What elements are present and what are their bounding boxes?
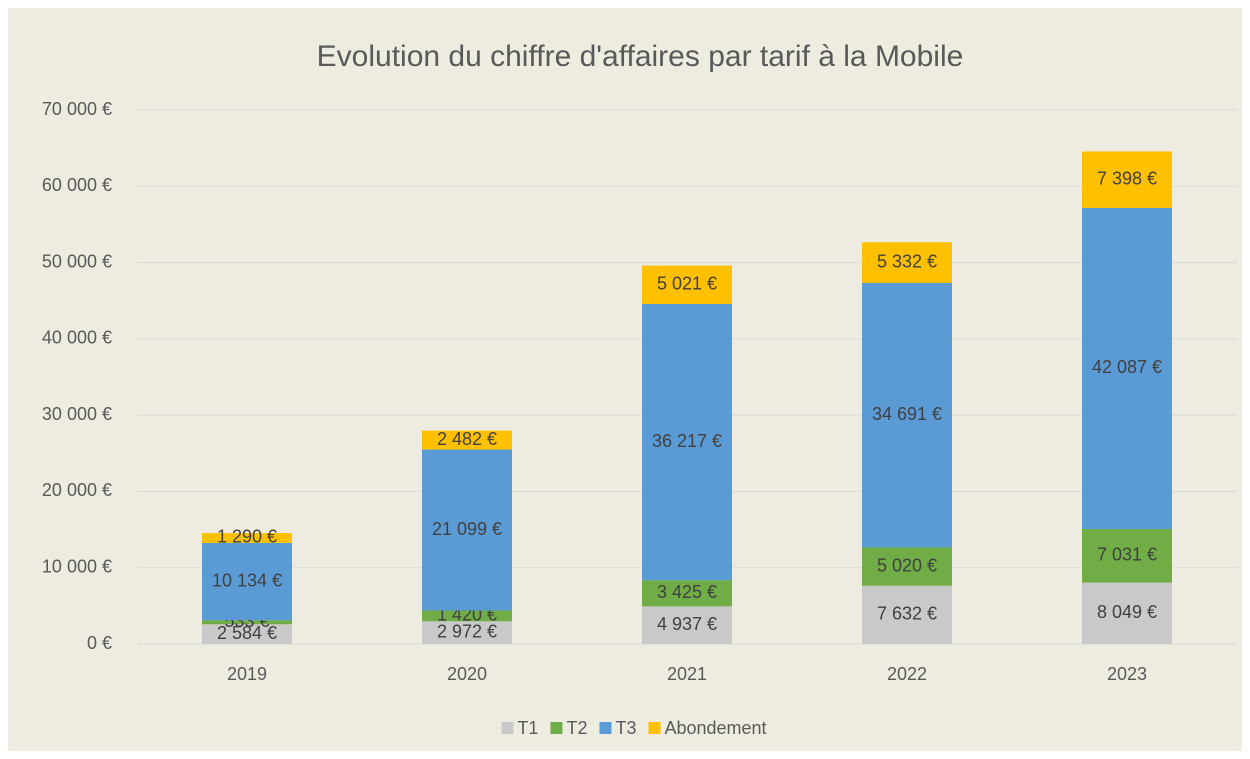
data-label: 34 691 € bbox=[872, 404, 942, 424]
bar-segment bbox=[642, 303, 732, 581]
data-label: 5 332 € bbox=[877, 251, 937, 271]
y-tick-label: 30 000 € bbox=[42, 404, 112, 424]
data-label: 7 398 € bbox=[1097, 168, 1157, 188]
bar-segment bbox=[862, 242, 952, 283]
x-tick-label: 2019 bbox=[227, 664, 267, 684]
x-tick-label: 2023 bbox=[1107, 664, 1147, 684]
bar-segment bbox=[1082, 582, 1172, 644]
bar-segment bbox=[1082, 207, 1172, 529]
bar-segment bbox=[422, 449, 512, 611]
bar-segment bbox=[862, 282, 952, 548]
x-tick-label: 2021 bbox=[667, 664, 707, 684]
y-tick-label: 70 000 € bbox=[42, 99, 112, 119]
data-label: 10 134 € bbox=[212, 570, 282, 590]
data-label: 21 099 € bbox=[432, 519, 502, 539]
chart-background bbox=[8, 8, 1242, 751]
data-label: 2 482 € bbox=[437, 429, 497, 449]
bar-segment bbox=[1082, 528, 1172, 583]
y-tick-label: 50 000 € bbox=[42, 251, 112, 271]
legend-label: Abondement bbox=[664, 718, 766, 738]
bar-segment bbox=[862, 547, 952, 586]
y-tick-label: 40 000 € bbox=[42, 328, 112, 348]
y-tick-label: 0 € bbox=[87, 633, 112, 653]
y-tick-label: 10 000 € bbox=[42, 556, 112, 576]
bar-segment bbox=[1082, 151, 1172, 208]
legend-swatch bbox=[501, 722, 514, 734]
bar-segment bbox=[862, 585, 952, 644]
bar-segment bbox=[202, 542, 292, 621]
data-label: 5 021 € bbox=[657, 274, 717, 294]
bar-segment bbox=[642, 606, 732, 644]
legend-swatch bbox=[599, 722, 612, 734]
bar-segment bbox=[202, 624, 292, 644]
data-label: 42 087 € bbox=[1092, 357, 1162, 377]
y-tick-label: 20 000 € bbox=[42, 480, 112, 500]
chart-title: Evolution du chiffre d'affaires par tari… bbox=[317, 40, 964, 73]
data-label: 7 632 € bbox=[877, 604, 937, 624]
data-label: 36 217 € bbox=[652, 431, 722, 451]
legend-swatch bbox=[550, 722, 563, 734]
x-tick-label: 2022 bbox=[887, 664, 927, 684]
bar-segment bbox=[202, 620, 292, 625]
bar-segment bbox=[642, 265, 732, 304]
data-label: 1 290 € bbox=[217, 527, 277, 547]
data-label: 2 972 € bbox=[437, 621, 497, 641]
bar-segment bbox=[642, 580, 732, 607]
data-label: 3 425 € bbox=[657, 582, 717, 602]
bar-segment bbox=[202, 533, 292, 543]
bar-segment bbox=[422, 430, 512, 450]
legend-label: T2 bbox=[566, 718, 587, 738]
legend-label: T3 bbox=[615, 718, 636, 738]
bar-segment bbox=[422, 621, 512, 644]
data-label: 8 049 € bbox=[1097, 602, 1157, 622]
legend-swatch bbox=[648, 722, 661, 734]
data-label: 5 020 € bbox=[877, 555, 937, 575]
bar-segment bbox=[422, 610, 512, 622]
data-label: 4 937 € bbox=[657, 614, 717, 634]
data-label: 2 584 € bbox=[217, 623, 277, 643]
data-label: 7 031 € bbox=[1097, 545, 1157, 565]
legend-label: T1 bbox=[517, 718, 538, 738]
y-tick-label: 60 000 € bbox=[42, 175, 112, 195]
x-tick-label: 2020 bbox=[447, 664, 487, 684]
